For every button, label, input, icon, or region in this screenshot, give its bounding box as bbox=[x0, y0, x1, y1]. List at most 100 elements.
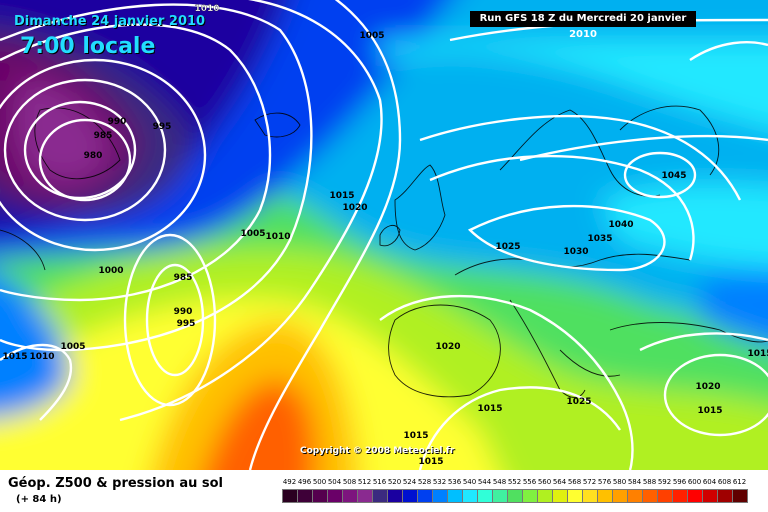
scale-swatch bbox=[447, 489, 463, 503]
scale-swatch bbox=[507, 489, 523, 503]
scale-value: 492 bbox=[282, 478, 297, 486]
scale-swatch bbox=[297, 489, 313, 503]
isobar-label: 1010 bbox=[265, 232, 290, 242]
isobar-label: 1015 bbox=[477, 404, 502, 414]
scale-swatch bbox=[687, 489, 703, 503]
scale-value: 544 bbox=[477, 478, 492, 486]
isobar-label: 1015 bbox=[2, 352, 27, 362]
scale-swatch bbox=[537, 489, 553, 503]
scale-swatch bbox=[552, 489, 568, 503]
scale-value: 592 bbox=[657, 478, 672, 486]
scale-swatch bbox=[582, 489, 598, 503]
scale-value: 536 bbox=[447, 478, 462, 486]
scale-value: 556 bbox=[522, 478, 537, 486]
scale-value: 496 bbox=[297, 478, 312, 486]
forecast-time: 7:00 locale bbox=[20, 34, 156, 59]
isobar-label: 1020 bbox=[435, 342, 460, 352]
isobar-label: 1035 bbox=[587, 234, 612, 244]
scale-swatch bbox=[372, 489, 388, 503]
isobar-label: 1010 bbox=[29, 352, 54, 362]
scale-value: 500 bbox=[312, 478, 327, 486]
isobar-label: 1015 bbox=[418, 457, 443, 467]
scale-swatch bbox=[417, 489, 433, 503]
scale-value: 516 bbox=[372, 478, 387, 486]
isobar-label: 1005 bbox=[60, 342, 85, 352]
isobar-label: 980 bbox=[84, 151, 103, 161]
scale-swatch bbox=[462, 489, 478, 503]
scale-swatch bbox=[432, 489, 448, 503]
scale-value: 584 bbox=[627, 478, 642, 486]
scale-value: 528 bbox=[417, 478, 432, 486]
scale-swatch bbox=[642, 489, 658, 503]
scale-swatch bbox=[732, 489, 748, 503]
scale-value: 604 bbox=[702, 478, 717, 486]
isobar-lines bbox=[0, 0, 768, 470]
color-scale: 492 496 500 504 508 512 516 520 524 528 532 536 540 5… bbox=[282, 478, 748, 504]
isobar-label: 1020 bbox=[695, 382, 720, 392]
isobar-label: 1025 bbox=[566, 397, 591, 407]
scale-swatch bbox=[657, 489, 673, 503]
isobar-label: 995 bbox=[153, 122, 172, 132]
isobar-label: 1015 bbox=[329, 191, 354, 201]
scale-value: 576 bbox=[597, 478, 612, 486]
isobar-label: 985 bbox=[94, 131, 113, 141]
product-title: Géop. Z500 & pression au sol bbox=[8, 476, 223, 491]
scale-swatch bbox=[672, 489, 688, 503]
isobar-label: 1025 bbox=[495, 242, 520, 252]
isobar-label: 1040 bbox=[608, 220, 633, 230]
scale-value: 504 bbox=[327, 478, 342, 486]
scale-value: 548 bbox=[492, 478, 507, 486]
isobar-label: 1015 bbox=[697, 406, 722, 416]
scale-swatch bbox=[312, 489, 328, 503]
isobar-label: 985 bbox=[174, 273, 193, 283]
isobar-label: 995 bbox=[177, 319, 196, 329]
isobar-label: 1030 bbox=[563, 247, 588, 257]
scale-value: 600 bbox=[687, 478, 702, 486]
scale-value: 520 bbox=[387, 478, 402, 486]
scale-value: 564 bbox=[552, 478, 567, 486]
isobar-label: 1045 bbox=[661, 171, 686, 181]
isobar-label: 1005 bbox=[240, 229, 265, 239]
scale-swatch bbox=[327, 489, 343, 503]
isobar-label: 1015 bbox=[747, 349, 768, 359]
scale-swatch bbox=[402, 489, 418, 503]
scale-swatch bbox=[627, 489, 643, 503]
scale-value: 540 bbox=[462, 478, 477, 486]
scale-swatch bbox=[567, 489, 583, 503]
scale-value: 608 bbox=[717, 478, 732, 486]
scale-value: 572 bbox=[582, 478, 597, 486]
pressure-map: 1010 1005 990 995 985 980 1015 1020 1005… bbox=[0, 0, 768, 470]
scale-value: 568 bbox=[567, 478, 582, 486]
scale-swatch bbox=[342, 489, 358, 503]
scale-value: 552 bbox=[507, 478, 522, 486]
scale-value: 612 bbox=[732, 478, 747, 486]
lead-time: (+ 84 h) bbox=[16, 494, 62, 505]
legend-bar: Géop. Z500 & pression au sol (+ 84 h) 49… bbox=[0, 470, 768, 512]
isobar-label: 990 bbox=[174, 307, 193, 317]
scale-value: 580 bbox=[612, 478, 627, 486]
isobar-labels: 1010 1005 990 995 985 980 1015 1020 1005… bbox=[2, 4, 768, 467]
isobar-label: 1000 bbox=[98, 266, 123, 276]
copyright-notice: Copyright © 2008 Meteociel.fr bbox=[300, 446, 455, 456]
scale-value: 532 bbox=[432, 478, 447, 486]
scale-swatch bbox=[717, 489, 733, 503]
model-run-label: Run GFS 18 Z du Mercredi 20 janvier 2010 bbox=[470, 11, 696, 40]
isobar-label: 1005 bbox=[359, 31, 384, 41]
scale-swatch bbox=[387, 489, 403, 503]
scale-swatch bbox=[702, 489, 718, 503]
scale-swatch bbox=[597, 489, 613, 503]
scale-value: 524 bbox=[402, 478, 417, 486]
scale-swatch bbox=[357, 489, 373, 503]
scale-swatch bbox=[522, 489, 538, 503]
scale-swatch bbox=[477, 489, 493, 503]
scale-value: 512 bbox=[357, 478, 372, 486]
isobar-label: 1015 bbox=[403, 431, 428, 441]
scale-value: 508 bbox=[342, 478, 357, 486]
forecast-date: Dimanche 24 janvier 2010 bbox=[14, 14, 206, 29]
isobar-label: 1010 bbox=[194, 4, 219, 14]
scale-value: 588 bbox=[642, 478, 657, 486]
isobar-label: 1020 bbox=[342, 203, 367, 213]
scale-swatch bbox=[612, 489, 628, 503]
scale-swatch bbox=[282, 489, 298, 503]
isobar-label: 990 bbox=[108, 117, 127, 127]
